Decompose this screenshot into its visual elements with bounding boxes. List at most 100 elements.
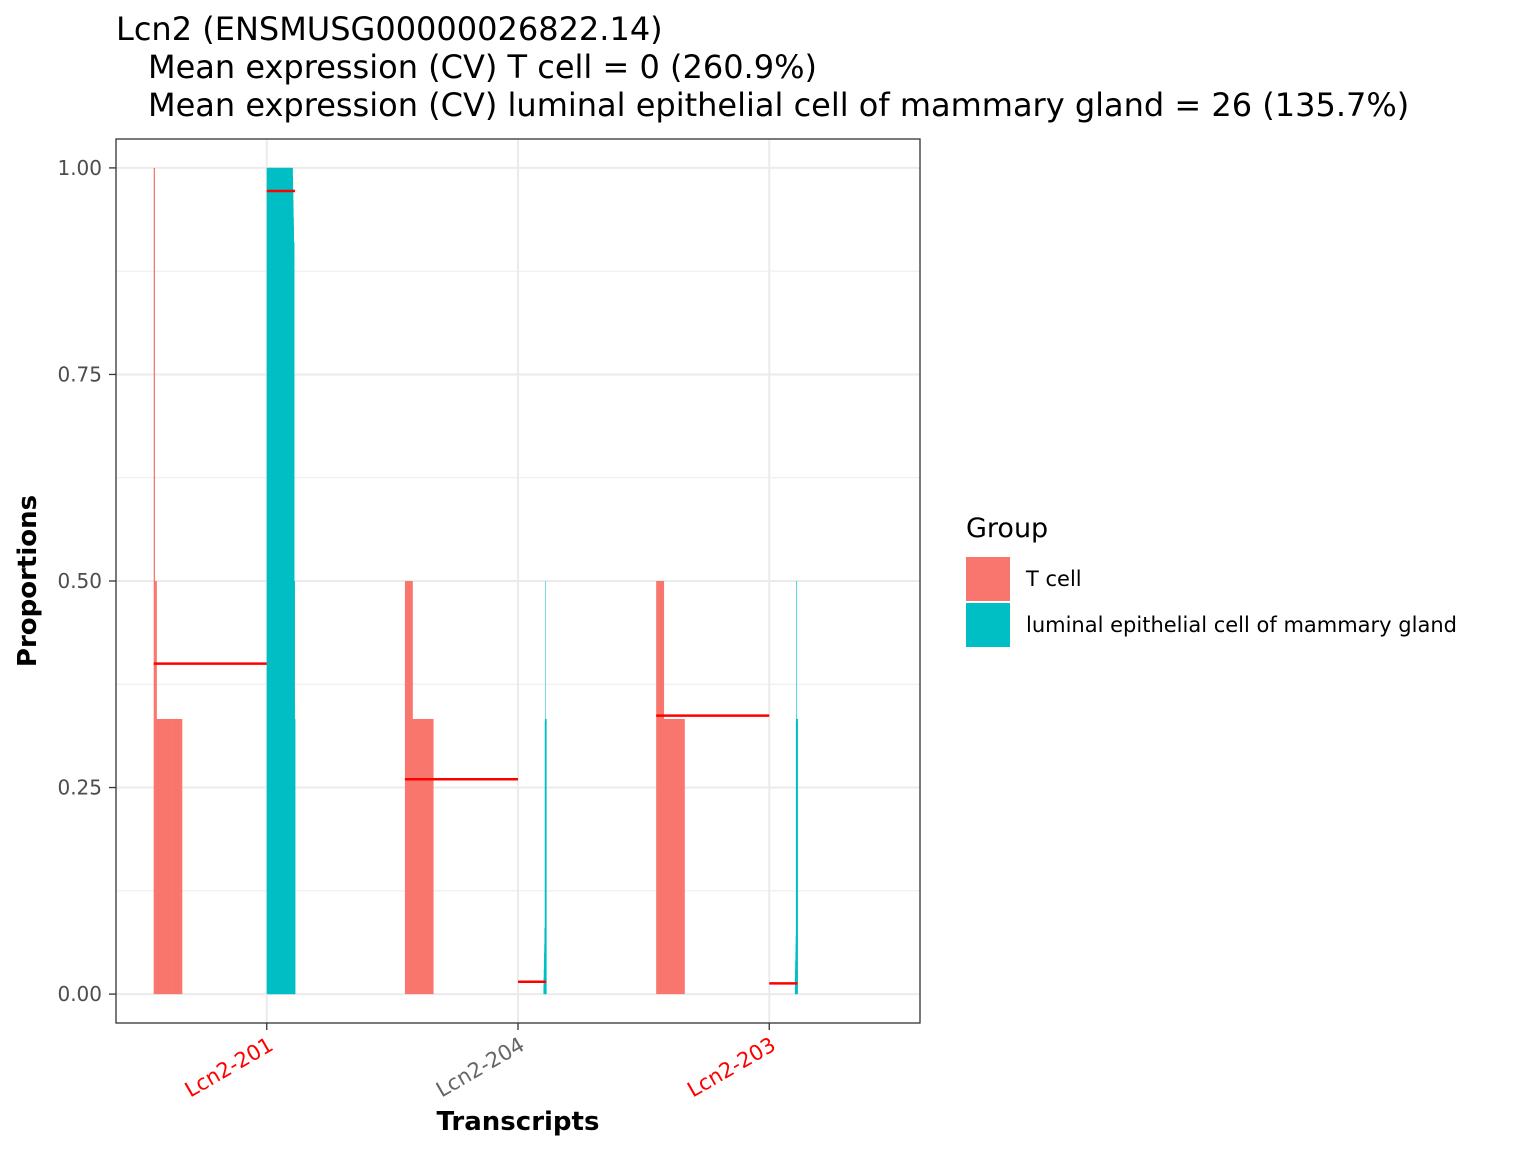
x-axis-title: Transcripts bbox=[437, 1107, 600, 1137]
x-axis: Lcn2-201 Lcn2-204 Lcn2-203 bbox=[181, 1023, 780, 1102]
bar-luminal bbox=[294, 718, 296, 995]
bar-t bbox=[673, 718, 675, 995]
bar-t bbox=[421, 718, 424, 995]
bar-t bbox=[170, 718, 172, 995]
bar-t bbox=[408, 581, 410, 995]
bar-luminal bbox=[546, 718, 547, 995]
bar-t bbox=[419, 718, 421, 995]
bar-t bbox=[681, 718, 683, 995]
bar-t bbox=[675, 718, 678, 995]
bar-t bbox=[659, 581, 661, 995]
legend: Group T cell luminal epithelial cell of m… bbox=[966, 513, 1457, 647]
bar-t bbox=[661, 581, 664, 995]
bar-t bbox=[178, 718, 180, 995]
chart-subtitle-luminal: Mean expression (CV) luminal epithelial … bbox=[148, 86, 1409, 124]
bar-t bbox=[668, 718, 670, 995]
bar-t bbox=[409, 581, 411, 995]
bar-t bbox=[666, 718, 668, 995]
y-tick-label: 0.00 bbox=[57, 982, 102, 1006]
bar-t bbox=[167, 718, 170, 995]
bar-t bbox=[425, 718, 427, 995]
bar-t bbox=[675, 718, 677, 995]
bar-t bbox=[665, 718, 667, 995]
bar-t bbox=[171, 718, 173, 995]
legend-key bbox=[966, 557, 1010, 601]
bar-t bbox=[410, 581, 412, 995]
bar-t bbox=[180, 718, 182, 995]
bar-t bbox=[671, 718, 673, 995]
bar-t bbox=[426, 718, 428, 995]
bar-t bbox=[420, 718, 422, 995]
bar-t bbox=[417, 718, 419, 995]
bar-t bbox=[427, 718, 429, 995]
bar-t bbox=[664, 718, 666, 995]
chart-title-group: Lcn2 (ENSMUSG00000026822.14) Mean expres… bbox=[116, 10, 1409, 124]
legend-label: luminal epithelial cell of mammary gland bbox=[1026, 613, 1457, 637]
bar-t bbox=[420, 718, 423, 995]
bar-t bbox=[413, 718, 415, 995]
bar-t bbox=[160, 718, 162, 995]
chart-title: Lcn2 (ENSMUSG00000026822.14) bbox=[116, 10, 663, 48]
bar-t bbox=[412, 718, 414, 995]
bar-t bbox=[164, 718, 167, 995]
y-axis-title: Proportions bbox=[13, 495, 43, 667]
bar-t bbox=[415, 718, 417, 995]
y-tick-label: 0.50 bbox=[57, 569, 102, 593]
bar-t bbox=[656, 581, 658, 995]
bar-t bbox=[172, 718, 174, 995]
bar-t bbox=[667, 718, 669, 995]
bar-t bbox=[682, 718, 684, 995]
bar-luminal bbox=[797, 718, 798, 995]
bar-t bbox=[422, 718, 425, 995]
bar-t bbox=[657, 581, 659, 995]
bar-t bbox=[428, 718, 430, 995]
bar-t bbox=[176, 718, 178, 995]
bar-t bbox=[161, 718, 163, 995]
bar-t bbox=[169, 718, 171, 995]
bar-t bbox=[658, 581, 660, 995]
bar-t bbox=[155, 581, 157, 995]
bar-t bbox=[159, 718, 161, 995]
bar-t bbox=[676, 718, 679, 995]
legend-label: T cell bbox=[1025, 567, 1082, 591]
mean-lines bbox=[153, 189, 798, 985]
bar-t bbox=[423, 718, 426, 995]
bar-t bbox=[672, 718, 674, 995]
bar-t bbox=[407, 581, 410, 995]
bar-t bbox=[157, 718, 159, 995]
bar-t bbox=[164, 718, 166, 995]
legend-title: Group bbox=[966, 513, 1048, 544]
bar-t bbox=[168, 718, 171, 995]
bar-t bbox=[683, 718, 685, 995]
bar-t bbox=[177, 718, 179, 995]
y-tick-label: 1.00 bbox=[57, 156, 102, 180]
bar-t bbox=[154, 581, 156, 995]
bar-t bbox=[179, 718, 181, 995]
bar-t bbox=[156, 718, 158, 995]
legend-key bbox=[966, 603, 1010, 647]
bar-t bbox=[416, 718, 418, 995]
bar-t bbox=[153, 167, 155, 995]
bar-t bbox=[158, 718, 160, 995]
y-tick-label: 0.75 bbox=[57, 362, 102, 386]
grid-lines bbox=[116, 139, 920, 1023]
bar-t bbox=[418, 718, 420, 995]
x-tick-label: Lcn2-204 bbox=[432, 1033, 529, 1103]
bar-t bbox=[173, 718, 175, 995]
bar-t bbox=[430, 718, 432, 995]
bar-t bbox=[679, 718, 682, 995]
bar-t bbox=[662, 581, 665, 995]
bar-t bbox=[674, 718, 676, 995]
bar-t bbox=[680, 718, 682, 995]
bar-t bbox=[677, 718, 680, 995]
bar-t bbox=[432, 718, 434, 995]
bar-t bbox=[414, 718, 416, 995]
bar-t bbox=[669, 718, 671, 995]
x-tick-label: Lcn2-201 bbox=[181, 1033, 278, 1103]
bar-t bbox=[162, 718, 164, 995]
x-tick-label: Lcn2-203 bbox=[683, 1033, 780, 1103]
bar-t bbox=[404, 581, 407, 995]
bar-t bbox=[411, 581, 413, 995]
bar-t bbox=[429, 718, 431, 995]
